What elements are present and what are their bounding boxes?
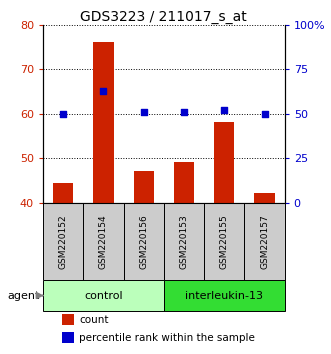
Text: GSM220152: GSM220152 <box>59 214 68 269</box>
Bar <box>123 202 164 280</box>
Text: percentile rank within the sample: percentile rank within the sample <box>79 333 255 343</box>
Bar <box>134 171 154 202</box>
Bar <box>174 162 194 202</box>
Point <box>262 111 267 116</box>
Text: agent: agent <box>7 291 40 301</box>
Bar <box>43 202 83 280</box>
Bar <box>43 280 164 311</box>
Bar <box>214 122 234 202</box>
Text: interleukin-13: interleukin-13 <box>185 291 263 301</box>
Text: count: count <box>79 315 109 325</box>
Text: control: control <box>84 291 123 301</box>
Title: GDS3223 / 211017_s_at: GDS3223 / 211017_s_at <box>80 10 247 24</box>
Text: GSM220154: GSM220154 <box>99 214 108 269</box>
Bar <box>83 202 123 280</box>
Bar <box>204 202 244 280</box>
Bar <box>62 332 74 343</box>
Bar <box>164 202 204 280</box>
Text: GSM220153: GSM220153 <box>179 214 188 269</box>
Point <box>101 88 106 93</box>
Bar <box>255 193 275 202</box>
Point <box>141 109 146 115</box>
Bar <box>53 183 73 202</box>
Bar <box>164 280 285 311</box>
Text: GSM220157: GSM220157 <box>260 214 269 269</box>
Bar <box>244 202 285 280</box>
Point <box>181 109 187 114</box>
Text: GSM220155: GSM220155 <box>220 214 229 269</box>
Bar <box>93 42 114 202</box>
Point <box>61 111 66 116</box>
Bar <box>62 314 74 325</box>
Text: GSM220156: GSM220156 <box>139 214 148 269</box>
Point <box>221 107 227 112</box>
